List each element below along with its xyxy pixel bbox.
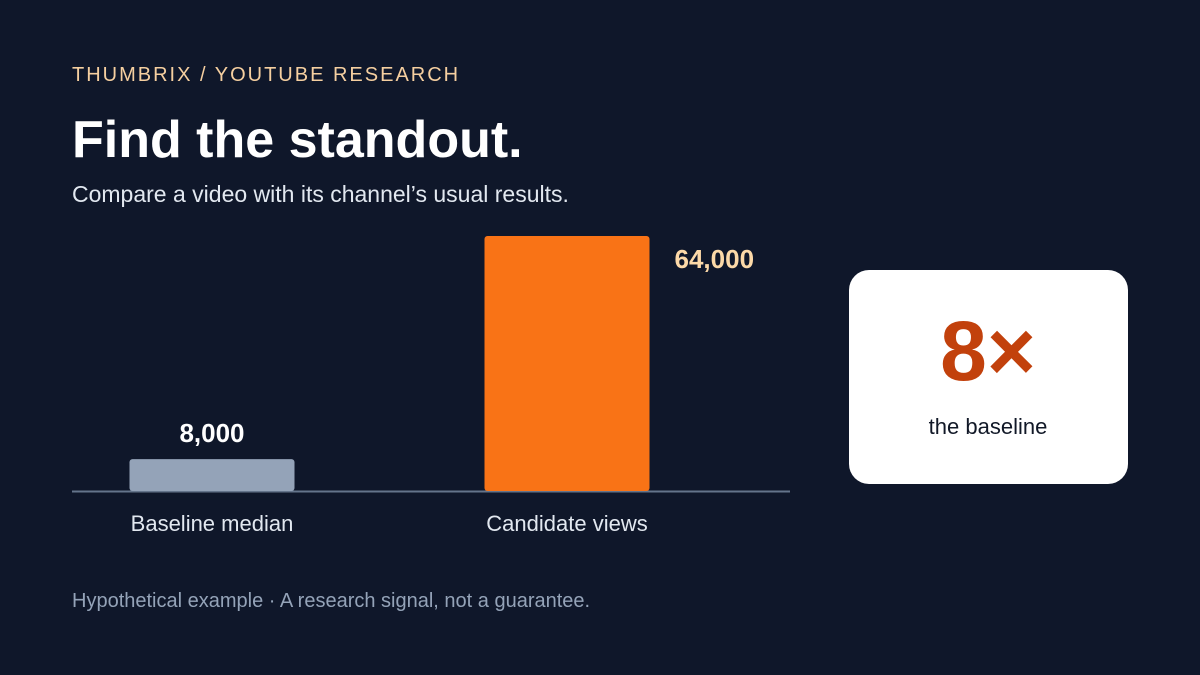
value-label: 8,000: [179, 418, 244, 448]
value-label: 64,000: [675, 244, 755, 274]
callout-card: [849, 270, 1128, 484]
bar: [484, 236, 650, 491]
chart-title: Find the standout.: [72, 111, 523, 169]
kicker: THUMBRIX / YOUTUBE RESEARCH: [72, 64, 460, 86]
bar: [129, 459, 295, 491]
x-tick-label: Candidate views: [486, 511, 647, 536]
subtitle: Compare a video with its channel’s usual…: [72, 181, 569, 207]
footnote: Hypothetical example · A research signal…: [72, 590, 590, 612]
callout-label: the baseline: [929, 414, 1048, 439]
callout-value: 8×: [940, 304, 1036, 398]
x-tick-label: Baseline median: [131, 511, 294, 536]
